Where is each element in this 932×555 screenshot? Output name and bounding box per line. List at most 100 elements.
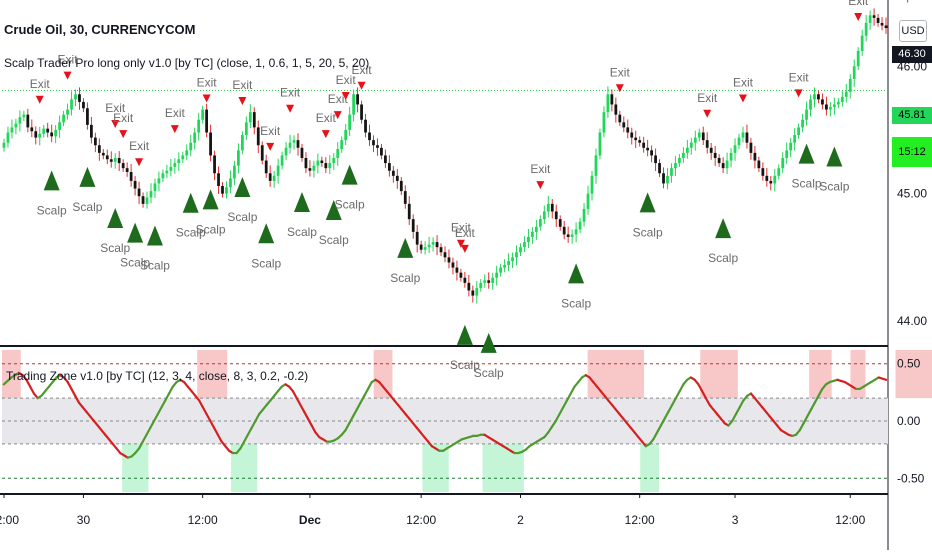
candle <box>431 242 435 245</box>
exit-marker <box>456 239 465 248</box>
oscillator-segment <box>141 433 148 443</box>
exit-marker <box>357 81 366 90</box>
candle <box>109 159 113 162</box>
candle <box>733 145 737 153</box>
exit-marker <box>321 130 330 139</box>
candle <box>189 142 193 151</box>
candle <box>876 17 880 23</box>
candle <box>801 119 804 128</box>
candle <box>395 175 399 181</box>
main-grid <box>0 0 889 550</box>
scalp-marker <box>107 207 124 228</box>
candle <box>185 150 189 156</box>
scalp-marker <box>397 237 414 258</box>
oscillator-segment <box>66 380 73 391</box>
candle <box>519 247 522 253</box>
oscillator-segment <box>201 406 208 416</box>
candle <box>90 124 93 138</box>
overbought-zone <box>373 350 393 399</box>
candle <box>562 226 566 235</box>
oscillator-segment <box>243 433 250 443</box>
candle <box>753 152 757 161</box>
candle <box>46 128 50 133</box>
candle <box>125 168 129 172</box>
candle <box>149 191 153 198</box>
time-tick-label: 3 <box>732 513 739 527</box>
candle <box>538 219 542 227</box>
candle <box>113 157 117 162</box>
candle <box>78 94 81 102</box>
candle <box>225 187 228 194</box>
candle <box>566 234 570 237</box>
candle <box>781 157 785 169</box>
oscillator-segment <box>167 385 174 395</box>
candle <box>785 150 789 158</box>
scalp-marker <box>341 164 358 185</box>
oscillator-segment <box>359 394 366 404</box>
price-tick-label: 45.00 <box>897 187 927 201</box>
candle <box>534 226 538 232</box>
scalp-label: Scalp <box>883 0 913 3</box>
candle <box>129 172 133 181</box>
exit-marker <box>63 71 72 80</box>
oscillator-segment <box>565 392 572 402</box>
candle <box>181 155 185 160</box>
candle <box>360 104 363 120</box>
candle <box>117 157 121 164</box>
candle <box>793 135 797 143</box>
candle <box>725 160 729 169</box>
candle <box>101 152 105 156</box>
scalp-label: Scalp <box>72 200 102 214</box>
oversold-zone <box>122 443 149 492</box>
candle <box>380 147 383 156</box>
candle <box>860 35 864 51</box>
scalp-label: Scalp <box>474 366 504 380</box>
exit-label: Exit <box>30 77 51 91</box>
scalp-marker <box>258 223 275 244</box>
candle <box>403 191 407 204</box>
candle <box>606 94 610 113</box>
exit-label: Exit <box>530 162 551 176</box>
oscillator-segment <box>348 415 355 425</box>
sub-indicator-title[interactable]: Trading Zone v1.0 [by TC] (12, 3, 4, clo… <box>6 369 309 383</box>
candle <box>813 94 816 100</box>
candle <box>483 280 487 283</box>
candle <box>594 155 598 176</box>
candle <box>300 147 304 158</box>
oscillator-segment <box>246 426 253 436</box>
scalp-marker <box>182 192 199 213</box>
candle <box>292 140 296 143</box>
candle <box>574 229 578 235</box>
oscillator-segment <box>306 417 313 427</box>
candle <box>217 173 220 187</box>
currency-button[interactable]: USD <box>899 20 927 42</box>
candle <box>332 157 336 164</box>
scalp-label: Scalp <box>792 177 822 191</box>
exit-label: Exit <box>316 111 337 125</box>
candle <box>546 203 550 212</box>
candle <box>26 114 30 128</box>
candle <box>443 252 447 258</box>
candle <box>455 267 459 273</box>
candle <box>805 109 808 120</box>
oscillator-segment <box>209 419 216 429</box>
candle <box>550 203 554 212</box>
candle <box>701 132 705 141</box>
exit-label: Exit <box>328 92 349 106</box>
scalp-marker <box>43 170 60 191</box>
candle <box>868 15 872 23</box>
main-indicator-title[interactable]: Scalp Trader Pro long only v1.0 [by TC] … <box>4 56 370 70</box>
candle <box>70 99 73 110</box>
exit-marker <box>119 130 128 139</box>
candle <box>304 157 308 169</box>
candle <box>872 15 876 18</box>
candle <box>523 242 526 248</box>
candle <box>499 267 503 273</box>
candle <box>602 112 606 133</box>
scalp-marker <box>293 191 310 212</box>
candle <box>97 145 101 153</box>
candle <box>248 112 252 123</box>
oscillator-segment <box>344 422 351 432</box>
